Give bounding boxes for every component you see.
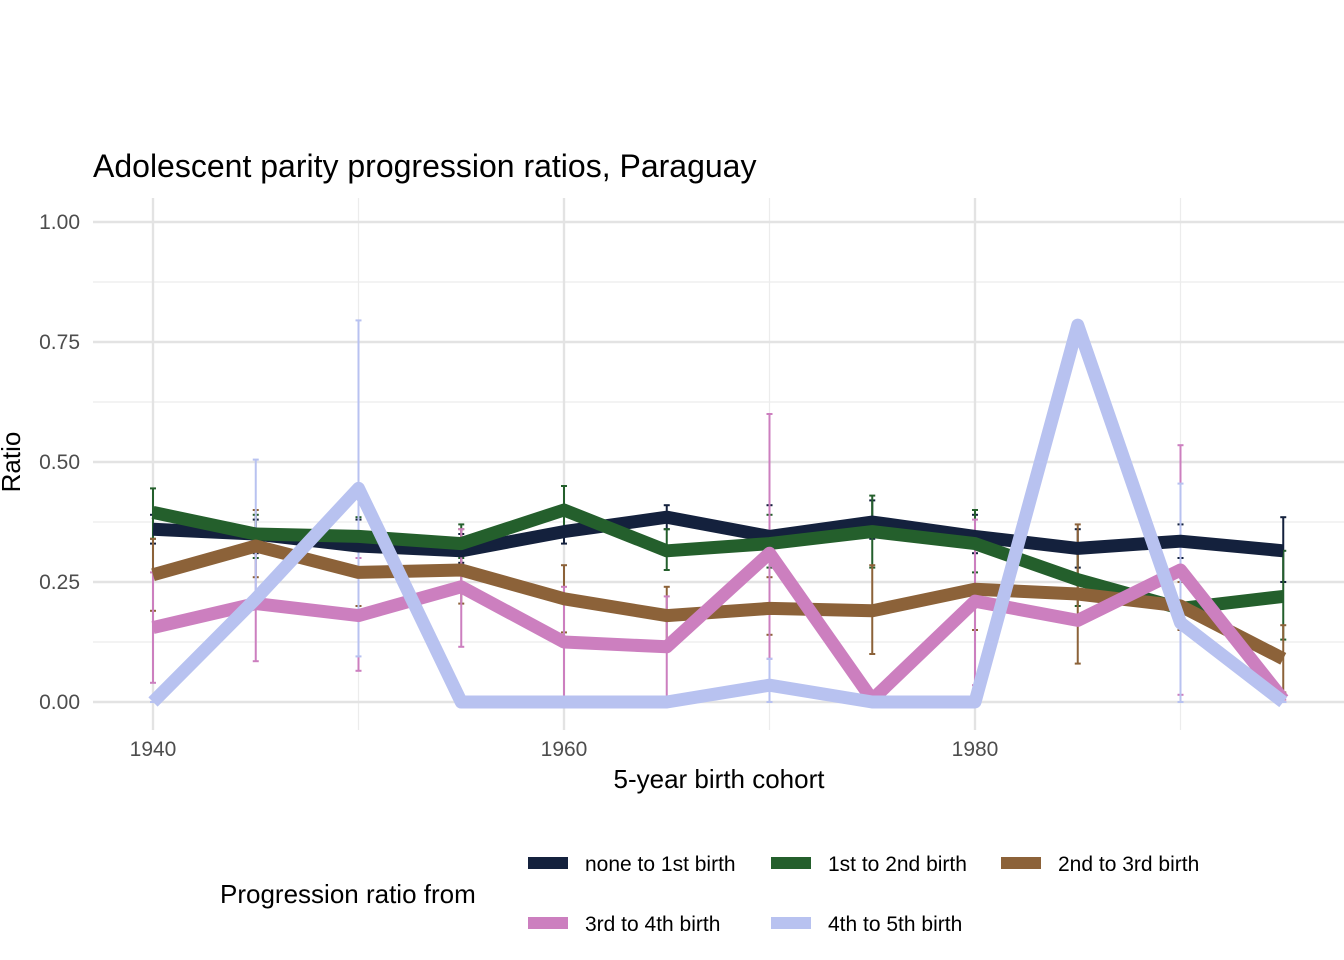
legend-key-1 bbox=[771, 857, 811, 869]
x-tick-label: 1960 bbox=[541, 738, 588, 761]
x-axis-label: 5-year birth cohort bbox=[614, 764, 826, 794]
y-tick-label: 0.00 bbox=[39, 691, 80, 714]
legend-key-3 bbox=[528, 917, 568, 929]
legend-label-0: none to 1st birth bbox=[585, 853, 736, 876]
x-tick-label: 1980 bbox=[952, 738, 999, 761]
legend-key-0 bbox=[528, 857, 568, 869]
y-tick-label: 1.00 bbox=[39, 211, 80, 234]
series-layer bbox=[148, 318, 1289, 709]
series-line-2 bbox=[151, 539, 1287, 665]
legend-key-4 bbox=[771, 917, 811, 929]
series-line-1 bbox=[151, 503, 1285, 615]
y-tick-label: 0.75 bbox=[39, 331, 80, 354]
legend: Progression ratio from none to 1st birth… bbox=[220, 853, 1199, 936]
tick-labels: 0.00 0.25 0.50 0.75 1.00 1940 1960 1980 bbox=[39, 211, 998, 761]
x-tick-label: 1940 bbox=[130, 738, 177, 761]
legend-label-1: 1st to 2nd birth bbox=[828, 853, 967, 876]
series-line-4 bbox=[148, 318, 1288, 709]
chart-title: Adolescent parity progression ratios, Pa… bbox=[93, 148, 756, 184]
y-axis-label: Ratio bbox=[0, 432, 26, 493]
series-line-3 bbox=[151, 546, 1289, 707]
error-bars-4 bbox=[150, 319, 1287, 703]
legend-title: Progression ratio from bbox=[220, 879, 476, 909]
series-line-0 bbox=[152, 510, 1284, 558]
grid bbox=[93, 198, 1344, 730]
legend-label-2: 2nd to 3rd birth bbox=[1058, 853, 1199, 876]
legend-label-4: 4th to 5th birth bbox=[828, 913, 962, 936]
y-tick-label: 0.50 bbox=[39, 451, 80, 474]
legend-label-3: 3rd to 4th birth bbox=[585, 913, 720, 936]
y-tick-label: 0.25 bbox=[39, 571, 80, 594]
legend-key-2 bbox=[1001, 857, 1041, 869]
